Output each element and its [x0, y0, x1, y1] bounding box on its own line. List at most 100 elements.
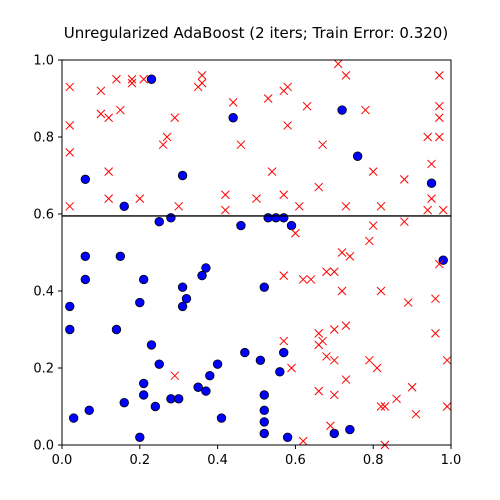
x-tick-label: 0.4: [207, 453, 228, 468]
chart-title: Unregularized AdaBoost (2 iters; Train E…: [64, 24, 448, 42]
x-point: [283, 82, 292, 92]
x-point: [267, 167, 277, 177]
x-point: [431, 294, 440, 304]
circle-point: [65, 324, 75, 335]
x-point: [438, 205, 448, 215]
x-point: [341, 201, 351, 211]
x-point: [283, 121, 292, 130]
x-point: [411, 409, 421, 419]
x-point: [236, 140, 246, 150]
x-point: [252, 194, 261, 203]
circle-point: [177, 301, 188, 312]
x-point: [326, 421, 335, 431]
x-point: [314, 328, 324, 338]
circle-point: [68, 413, 79, 423]
circle-point: [119, 397, 129, 408]
circle-point: [150, 401, 161, 412]
circle-point: [279, 347, 289, 358]
circle-point: [111, 324, 122, 335]
x-tick-label: 0.6: [285, 453, 306, 468]
x-point: [322, 352, 331, 361]
x-point: [376, 286, 386, 296]
circle-point: [135, 432, 145, 443]
circle-point: [146, 74, 157, 84]
x-point: [104, 113, 114, 123]
x-point: [442, 402, 452, 411]
x-axis-ticks: 0.0 0.2 0.4 0.6 0.8 1.0: [52, 445, 461, 468]
x-point: [399, 217, 409, 227]
circle-point: [259, 282, 269, 292]
circle-point: [80, 251, 91, 262]
x-point: [170, 113, 180, 123]
y-tick-label: 0.4: [33, 285, 54, 300]
x-point: [329, 325, 339, 334]
circle-point: [228, 113, 238, 123]
circle-point: [259, 405, 269, 416]
x-point: [314, 386, 324, 396]
x-point: [341, 321, 351, 331]
x-point: [170, 371, 180, 381]
axes-frame: [61, 59, 452, 446]
circle-point: [352, 151, 363, 161]
circle-point: [205, 371, 215, 381]
x-point: [403, 298, 413, 307]
x-point: [291, 228, 300, 238]
circle-point: [255, 355, 266, 366]
y-tick-label: 0.8: [33, 131, 54, 146]
x-point: [96, 86, 106, 96]
x-point: [318, 336, 327, 346]
x-point: [442, 355, 452, 365]
x-point: [427, 194, 436, 203]
circle-point: [426, 178, 437, 188]
x-point: [361, 105, 370, 115]
x-point: [434, 259, 444, 269]
x-point: [434, 113, 444, 123]
circle-point: [115, 251, 126, 262]
circle-point: [201, 386, 211, 396]
x-point: [65, 201, 75, 211]
circle-point: [65, 301, 75, 312]
x-point: [197, 78, 207, 88]
x-point: [329, 267, 339, 277]
x-point: [127, 74, 137, 84]
x-point: [65, 121, 75, 130]
circle-point: [337, 105, 347, 115]
y-tick-label: 0.2: [33, 362, 54, 377]
x-point: [221, 190, 230, 200]
circle-point: [279, 213, 289, 223]
x-point: [364, 355, 374, 365]
x-point: [65, 82, 75, 92]
x-point: [279, 190, 289, 200]
x-point: [279, 336, 289, 346]
circle-point: [282, 432, 293, 443]
x-point: [329, 390, 339, 400]
circle-point: [154, 216, 164, 227]
circle-point: [263, 213, 273, 223]
y-tick-label: 1.0: [33, 54, 54, 69]
x-point: [298, 275, 308, 284]
x-point: [407, 382, 417, 392]
x-point: [337, 248, 347, 257]
x-point: [434, 71, 444, 80]
x-point: [302, 101, 312, 111]
x-point: [341, 71, 351, 80]
x-point: [434, 132, 444, 142]
circle-point: [275, 367, 285, 377]
y-tick-label: 0.0: [33, 439, 54, 454]
x-point: [329, 355, 339, 365]
x-point: [427, 159, 436, 169]
x-point: [434, 101, 444, 111]
x-point: [337, 286, 347, 296]
circle-point: [177, 170, 188, 181]
circle-point: [166, 213, 176, 223]
x-point: [431, 328, 440, 338]
circle-point: [181, 294, 192, 304]
x-point: [221, 205, 230, 215]
y-tick-label: 0.6: [33, 208, 54, 223]
x-point: [364, 236, 374, 246]
circle-point: [240, 347, 250, 358]
circle-point: [80, 274, 91, 285]
circle-point: [236, 220, 246, 231]
x-point: [392, 394, 401, 404]
